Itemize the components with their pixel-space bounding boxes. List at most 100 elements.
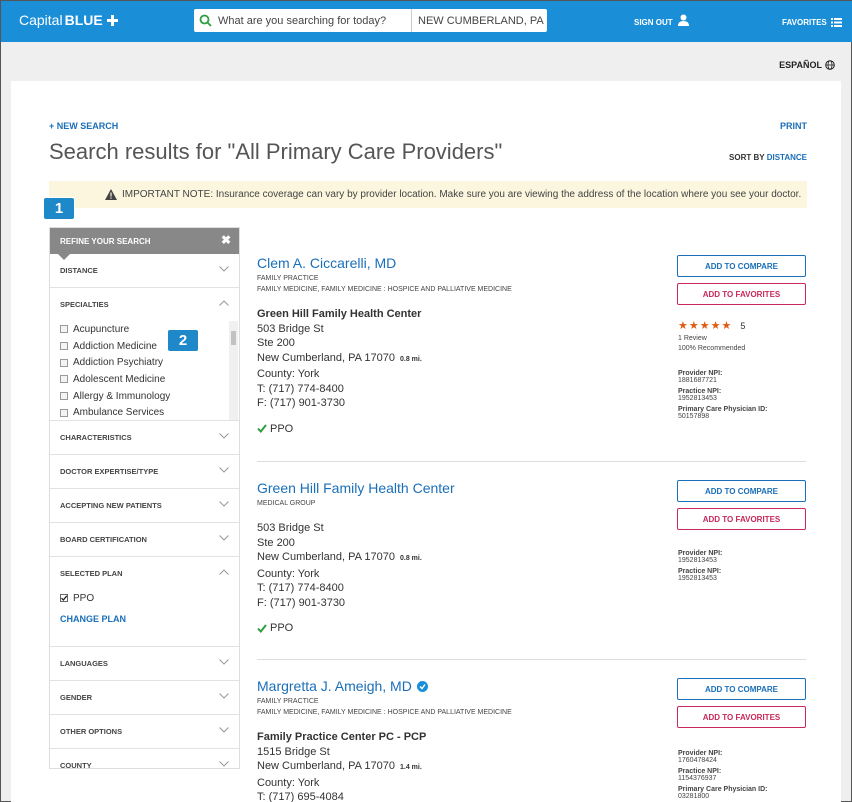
chevron-down-icon bbox=[219, 501, 229, 507]
filter-doctor-expertise[interactable]: DOCTOR EXPERTISE/TYPE bbox=[50, 455, 239, 489]
favorites-link[interactable]: FAVORITES bbox=[782, 18, 842, 27]
checkbox[interactable] bbox=[60, 358, 68, 367]
specialty-option[interactable]: Addiction Psychiatry bbox=[60, 354, 239, 371]
sort-by-value[interactable]: DISTANCE bbox=[766, 153, 807, 162]
provider-name[interactable]: Margretta J. Ameigh, MD bbox=[257, 678, 412, 694]
specialty-option[interactable]: Allergy & Immunology bbox=[60, 388, 239, 405]
specialty-label: Ambulance Services bbox=[73, 407, 165, 419]
filter-distance[interactable]: DISTANCE bbox=[50, 254, 239, 288]
filter-specialties-label: SPECIALTIES bbox=[60, 300, 109, 309]
checkbox[interactable] bbox=[60, 392, 68, 401]
specialty-option[interactable]: Adolescent Medicine bbox=[60, 371, 239, 388]
pcp-id-value: 03281800 bbox=[678, 793, 710, 800]
provider-name-link[interactable]: Margretta J. Ameigh, MD bbox=[257, 678, 806, 694]
change-plan-link[interactable]: CHANGE PLAN bbox=[60, 614, 127, 624]
pcp-id-value: 50157898 bbox=[678, 413, 710, 420]
add-to-favorites-button[interactable]: ADD TO FAVORITES bbox=[677, 283, 806, 305]
capital-blue-logo[interactable]: Capital BLUE bbox=[19, 12, 118, 28]
search-input[interactable] bbox=[216, 9, 412, 32]
print-link[interactable]: PRINT bbox=[780, 121, 807, 131]
checkbox[interactable] bbox=[60, 325, 68, 334]
provider-name-link[interactable]: Green Hill Family Health Center bbox=[257, 480, 806, 496]
provider-type: FAMILY PRACTICE bbox=[257, 275, 319, 282]
filter-county-label: COUNTY bbox=[60, 761, 92, 770]
specialty-option[interactable]: Acupuncture bbox=[60, 321, 239, 338]
refine-search-title: REFINE YOUR SEARCH bbox=[60, 236, 151, 246]
language-toggle[interactable]: ESPAÑOL bbox=[779, 60, 835, 70]
checkbox-checked[interactable] bbox=[60, 594, 68, 602]
filter-languages[interactable]: LANGUAGES bbox=[50, 647, 239, 681]
star-icon: ★ bbox=[678, 320, 688, 332]
star-icon: ★ bbox=[699, 320, 710, 332]
filter-accepting-new-patients[interactable]: ACCEPTING NEW PATIENTS bbox=[50, 489, 239, 523]
scrollbar-thumb[interactable] bbox=[231, 331, 236, 345]
search-bar bbox=[194, 9, 547, 32]
location-name: Green Hill Family Health Center bbox=[257, 308, 422, 320]
provider-npi-label: Provider NPI: bbox=[678, 370, 723, 377]
filter-characteristics[interactable]: CHARACTERISTICS bbox=[50, 421, 239, 455]
filter-selected-plan[interactable]: SELECTED PLAN PPO CHANGE PLAN bbox=[50, 557, 239, 647]
checkbox[interactable] bbox=[60, 375, 68, 384]
location-input[interactable] bbox=[412, 9, 545, 32]
phone[interactable]: T: (717) 774-8400 bbox=[257, 382, 344, 395]
specialty-option[interactable]: Addiction Medicine bbox=[60, 338, 239, 355]
distance: 0.8 mi. bbox=[400, 355, 422, 363]
search-icon[interactable] bbox=[194, 14, 216, 27]
sign-out-link[interactable]: SIGN OUT bbox=[634, 18, 673, 27]
logo-text-bold: BLUE bbox=[64, 12, 103, 28]
chevron-down-icon bbox=[219, 727, 229, 733]
provider-result-card: Clem A. Ciccarelli, MD FAMILY PRACTICE F… bbox=[257, 255, 806, 455]
provider-npi-label: Provider NPI: bbox=[678, 550, 723, 557]
county: County: York bbox=[257, 368, 320, 380]
result-divider bbox=[257, 461, 806, 462]
filter-characteristics-label: CHARACTERISTICS bbox=[60, 433, 132, 442]
add-to-compare-button[interactable]: ADD TO COMPARE bbox=[677, 678, 806, 700]
specialty-label: Allergy & Immunology bbox=[73, 390, 171, 402]
phone[interactable]: T: (717) 695-4084 bbox=[257, 791, 344, 802]
provider-name[interactable]: Green Hill Family Health Center bbox=[257, 480, 455, 496]
review-count[interactable]: 1 Review bbox=[678, 335, 707, 342]
refine-search-header: REFINE YOUR SEARCH ✖ bbox=[50, 228, 239, 260]
new-search-link[interactable]: + NEW SEARCH bbox=[49, 121, 119, 131]
phone[interactable]: T: (717) 774-8400 bbox=[257, 582, 344, 594]
filter-board-certification[interactable]: BOARD CERTIFICATION bbox=[50, 523, 239, 557]
plan-accepted: PPO bbox=[257, 622, 806, 634]
address-city: New Cumberland, PA 17070 bbox=[257, 551, 395, 563]
address-city-line: New Cumberland, PA 17070 1.4 mi. bbox=[257, 759, 806, 776]
plan-option[interactable]: PPO bbox=[50, 590, 239, 606]
provider-npi-value: 1952813453 bbox=[678, 557, 717, 564]
star-rating[interactable]: ★ ★ ★ ★ ★ 5 bbox=[678, 319, 806, 332]
filter-specialties[interactable]: SPECIALTIES Acupuncture Addiction Medici… bbox=[50, 288, 239, 421]
verified-badge-icon bbox=[416, 680, 428, 692]
warning-icon bbox=[105, 189, 117, 200]
specialty-option[interactable]: Ambulance Services bbox=[60, 404, 239, 420]
provider-result-card: Margretta J. Ameigh, MD FAMILY PRACTICE … bbox=[257, 678, 806, 802]
practice-npi-label: Practice NPI: bbox=[678, 388, 722, 395]
address-line-1: 503 Bridge St bbox=[257, 322, 324, 335]
pcp-id-label: Primary Care Physician ID: bbox=[678, 786, 768, 793]
checkbox[interactable] bbox=[60, 408, 68, 417]
practice-npi-value: 1952813453 bbox=[678, 395, 717, 402]
close-icon[interactable]: ✖ bbox=[220, 233, 231, 247]
filter-other-options[interactable]: OTHER OPTIONS bbox=[50, 715, 239, 749]
result-divider bbox=[257, 659, 806, 660]
user-icon[interactable] bbox=[678, 14, 689, 29]
filter-county[interactable]: COUNTY bbox=[50, 749, 239, 782]
add-to-favorites-button[interactable]: ADD TO FAVORITES bbox=[677, 706, 806, 728]
provider-side-info: ★ ★ ★ ★ ★ 5 1 Review 100% Recommended Provid… bbox=[678, 319, 806, 420]
sort-by[interactable]: SORT BY DISTANCE bbox=[729, 153, 807, 162]
provider-name[interactable]: Clem A. Ciccarelli, MD bbox=[257, 255, 397, 271]
provider-name-link[interactable]: Clem A. Ciccarelli, MD bbox=[257, 255, 806, 271]
chevron-down-icon bbox=[219, 433, 229, 439]
add-to-compare-button[interactable]: ADD TO COMPARE bbox=[677, 255, 806, 277]
filter-gender[interactable]: GENDER bbox=[50, 681, 239, 715]
filter-accepting-label: ACCEPTING NEW PATIENTS bbox=[60, 501, 162, 510]
important-note-text: IMPORTANT NOTE: Insurance coverage can v… bbox=[122, 189, 802, 200]
add-to-compare-button[interactable]: ADD TO COMPARE bbox=[677, 480, 806, 502]
practice-npi-value: 1952813453 bbox=[678, 575, 717, 582]
filter-languages-label: LANGUAGES bbox=[60, 659, 108, 668]
add-to-favorites-button[interactable]: ADD TO FAVORITES bbox=[677, 508, 806, 530]
chevron-up-icon bbox=[219, 569, 229, 575]
checkbox[interactable] bbox=[60, 342, 68, 351]
specialty-scrollbar[interactable] bbox=[229, 321, 238, 420]
